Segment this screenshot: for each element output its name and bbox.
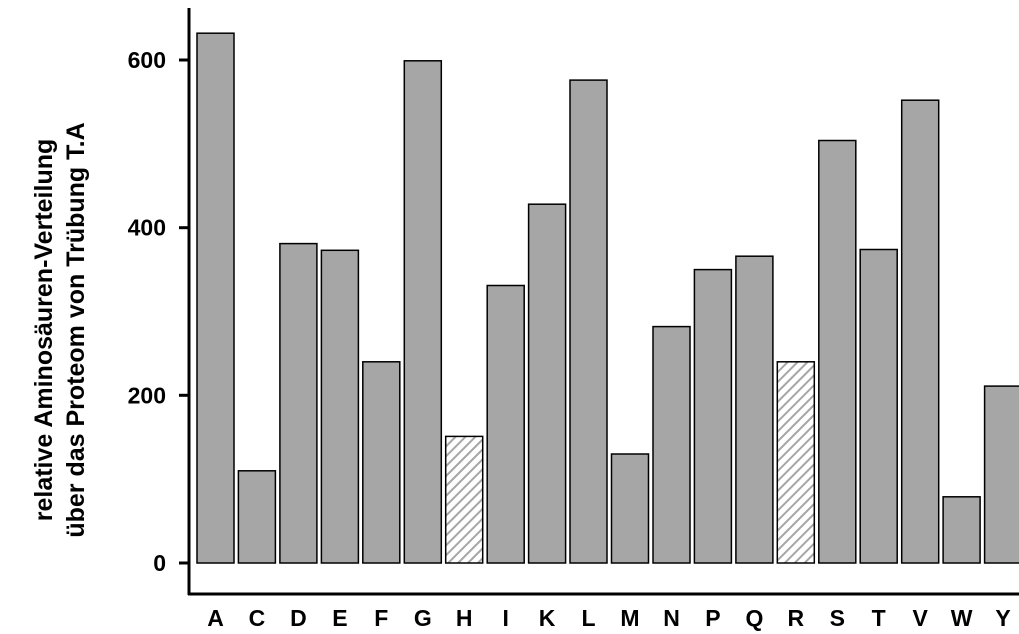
axes-group [187,8,1019,596]
y-ticks-group: 0 200 400 600 [128,47,189,576]
y-tick-label-0: 0 [153,550,166,576]
x-tick-label-K: K [539,605,556,631]
y-axis-label-line-1: relative Aminosäuren-Verteilung [30,139,58,522]
bar-R [776,361,816,564]
x-tick-label-Y: Y [995,605,1010,631]
bar-L [569,79,608,564]
bar-E [320,249,360,564]
bar-T [859,248,898,564]
bar-W [942,496,981,564]
bar-I [486,284,525,564]
bar-A [196,32,235,564]
y-tick-label-600: 600 [128,47,166,73]
y-axis-label-line-2: über das Proteom von Trübung T.A [62,122,90,537]
x-tick-label-R: R [787,605,804,631]
x-tick-label-W: W [951,605,973,631]
x-tick-label-I: I [503,605,509,631]
x-tick-label-C: C [249,605,266,631]
bar-H [444,435,484,564]
x-tick-label-V: V [913,605,929,631]
bar-V [900,99,940,564]
bar-M [610,453,650,564]
x-tick-label-Q: Q [745,605,763,631]
x-tick-label-M: M [620,605,639,631]
bar-K [527,203,567,564]
bars-group [196,32,1019,564]
bar-N [652,325,691,564]
x-tick-label-D: D [290,605,307,631]
bar-F [362,361,401,564]
x-tick-label-G: G [414,605,432,631]
x-tick-label-E: E [332,605,347,631]
x-tick-label-T: T [872,605,886,631]
x-tick-label-H: H [456,605,473,631]
x-tick-label-L: L [581,605,595,631]
bar-C [237,470,277,564]
bar-D [279,242,318,564]
y-tick-label-400: 400 [128,215,166,241]
x-tick-label-A: A [207,605,224,631]
x-tick-label-F: F [374,605,388,631]
bar-Y [983,385,1019,564]
x-tick-label-N: N [663,605,680,631]
y-tick-label-200: 200 [128,382,166,408]
bar-P [693,268,733,564]
bar-S [818,139,857,564]
x-tick-label-P: P [705,605,720,631]
bar-G [403,60,443,564]
x-tick-label-S: S [830,605,845,631]
bar-Q [735,255,774,564]
